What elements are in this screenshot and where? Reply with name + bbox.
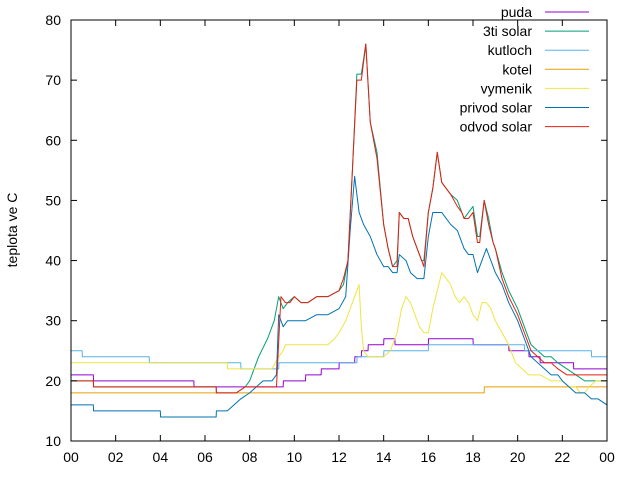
series-line-odvod-solar xyxy=(71,43,607,394)
legend-label: vymenik xyxy=(481,80,533,96)
series-line-privod-solar xyxy=(71,175,608,418)
y-tick-label: 10 xyxy=(45,433,61,449)
y-axis-title: teplota ve C xyxy=(4,193,20,268)
x-tick-label: 14 xyxy=(376,449,392,465)
x-tick-label: 08 xyxy=(242,449,258,465)
series-line-kutloch xyxy=(71,344,607,370)
y-tick-label: 60 xyxy=(45,132,61,148)
legend-label: kotel xyxy=(502,61,532,77)
y-tick-label: 70 xyxy=(45,72,61,88)
x-tick-label: 04 xyxy=(153,449,169,465)
legend-label: puda xyxy=(501,4,532,20)
y-tick-label: 40 xyxy=(45,253,61,269)
legend-label: kutloch xyxy=(488,42,532,58)
x-tick-label: 00 xyxy=(599,449,615,465)
series-line-kotel xyxy=(71,386,607,394)
y-axis: 10 20 30 40 50 60 70 80 xyxy=(45,12,607,449)
x-axis: 00 02 04 06 08 10 12 14 16 18 20 22 00 xyxy=(63,20,615,465)
x-tick-label: 00 xyxy=(63,449,79,465)
y-tick-label: 20 xyxy=(45,373,61,389)
x-tick-label: 10 xyxy=(287,449,303,465)
x-tick-label: 12 xyxy=(331,449,347,465)
series-lines xyxy=(71,43,608,418)
series-line-vymenik xyxy=(71,272,607,394)
legend-label: odvod solar xyxy=(460,119,533,135)
x-tick-label: 02 xyxy=(108,449,124,465)
y-tick-label: 80 xyxy=(45,12,61,28)
x-tick-label: 18 xyxy=(465,449,481,465)
legend: puda 3ti solar kutloch kotel vymenik privod s… xyxy=(460,4,589,135)
legend-label: 3ti solar xyxy=(483,23,532,39)
x-tick-label: 06 xyxy=(197,449,213,465)
x-tick-label: 22 xyxy=(555,449,571,465)
y-tick-label: 30 xyxy=(45,313,61,329)
x-tick-label: 16 xyxy=(421,449,437,465)
legend-label: privod solar xyxy=(460,100,533,116)
y-tick-label: 50 xyxy=(45,192,61,208)
x-tick-label: 20 xyxy=(510,449,526,465)
